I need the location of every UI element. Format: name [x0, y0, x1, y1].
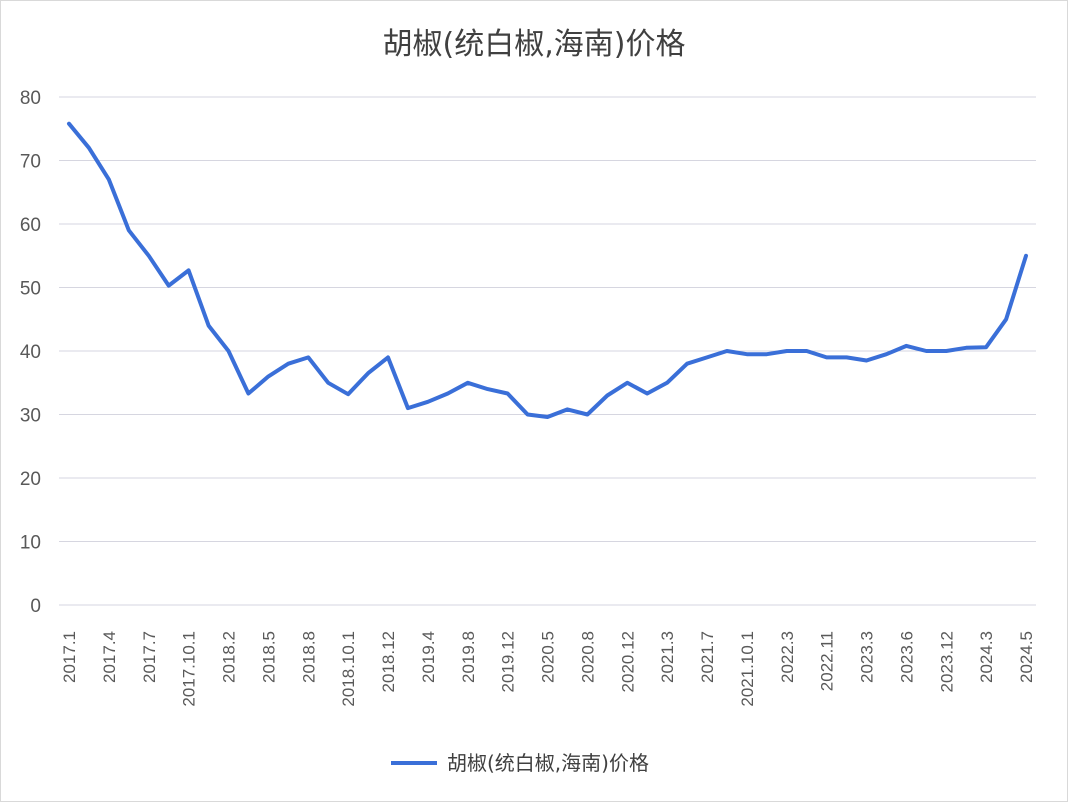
x-tick-label: 2019.8	[459, 631, 478, 683]
x-tick-label: 2019.12	[499, 631, 518, 692]
x-tick-label: 2020.12	[618, 631, 637, 692]
y-tick-label: 60	[20, 215, 41, 236]
y-tick-label: 50	[20, 279, 41, 300]
x-tick-label: 2021.10.1	[738, 631, 757, 707]
x-axis-ticks: 2017.1 2017.4 2017.7 2017.10.1 2018.2 2018.5 2…	[60, 631, 1036, 707]
x-tick-label: 2018.12	[379, 631, 398, 692]
x-tick-label: 2017.7	[140, 631, 159, 683]
x-tick-label: 2023.6	[897, 631, 916, 683]
x-tick-label: 2024.3	[977, 631, 996, 683]
x-tick-label: 2017.10.1	[180, 631, 199, 707]
x-tick-label: 2018.8	[299, 631, 318, 683]
y-tick-label: 40	[20, 342, 41, 363]
y-tick-label: 70	[20, 152, 41, 173]
x-tick-label: 2018.10.1	[339, 631, 358, 707]
x-tick-label: 2021.7	[698, 631, 717, 683]
series-line	[67, 121, 1028, 419]
x-tick-label: 2023.3	[858, 631, 877, 683]
x-tick-label: 2024.5	[1017, 631, 1036, 683]
x-tick-label: 2022.11	[818, 631, 837, 691]
chart-title: 胡椒(统白椒,海南)价格	[383, 27, 686, 62]
x-tick-label: 2018.2	[220, 631, 239, 683]
x-tick-label: 2020.8	[578, 631, 597, 683]
y-tick-label: 0	[30, 596, 41, 617]
y-tick-label: 10	[20, 533, 41, 554]
y-tick-label: 30	[20, 406, 41, 427]
x-tick-label: 2017.4	[100, 631, 119, 683]
x-tick-label: 2018.5	[259, 631, 278, 683]
x-tick-label: 2023.12	[937, 631, 956, 692]
y-tick-label: 20	[20, 469, 41, 490]
y-tick-label: 80	[20, 88, 41, 109]
series-layer	[67, 121, 1028, 419]
x-tick-label: 2020.5	[539, 631, 558, 683]
legend: 胡椒(统白椒,海南)价格	[391, 751, 649, 775]
grid-layer	[59, 96, 1036, 606]
x-tick-label: 2021.3	[658, 631, 677, 683]
y-axis-ticks: 0 10 20 30 40 50 60 70 80	[20, 88, 41, 617]
legend-label: 胡椒(统白椒,海南)价格	[447, 751, 649, 775]
x-tick-label: 2019.4	[419, 631, 438, 683]
x-tick-label: 2022.3	[778, 631, 797, 683]
x-tick-label: 2017.1	[60, 631, 79, 683]
